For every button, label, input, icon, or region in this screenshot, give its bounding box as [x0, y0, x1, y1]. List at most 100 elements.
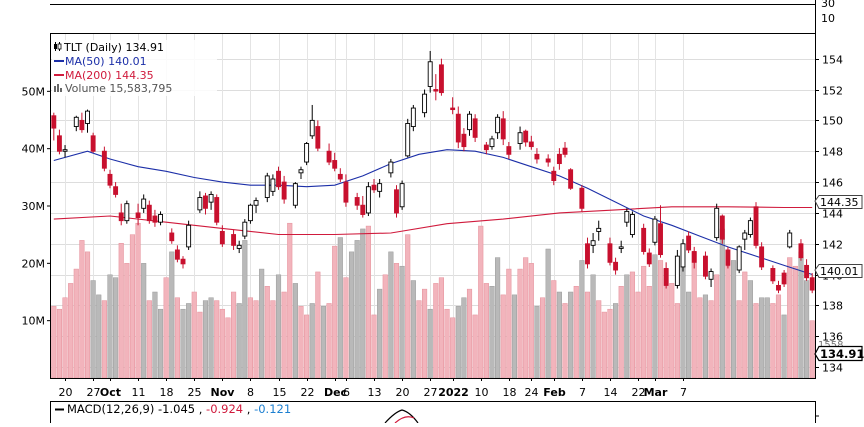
volume-bar — [169, 251, 175, 379]
volume-bar — [725, 265, 731, 379]
candle — [304, 141, 310, 166]
candle-body — [455, 113, 461, 143]
volume-bar — [792, 265, 798, 379]
candle-body — [113, 186, 119, 195]
volume-bar — [506, 268, 512, 379]
candle-body — [719, 215, 725, 240]
candle — [214, 194, 220, 226]
candle-body — [804, 264, 810, 279]
date-tick-label: 20 — [59, 386, 73, 399]
candle — [703, 251, 708, 280]
volume-bar — [450, 317, 456, 379]
candle — [90, 132, 96, 153]
volume-bar — [556, 291, 562, 379]
candle — [236, 240, 242, 254]
volume-bar — [208, 297, 214, 379]
candle — [455, 106, 461, 149]
candle-body — [472, 118, 478, 138]
candle-body — [158, 214, 163, 223]
candle-body — [646, 252, 652, 265]
volume-bar — [231, 291, 237, 379]
candle — [618, 240, 624, 254]
volume-bar — [472, 314, 478, 379]
candle — [798, 239, 804, 261]
volume-bar — [669, 283, 675, 379]
candle — [562, 141, 568, 158]
volume-bar — [613, 303, 619, 379]
candle-body — [208, 193, 214, 203]
candle — [495, 114, 501, 139]
candle-body — [231, 234, 237, 246]
candle — [208, 191, 214, 210]
volume-bar — [332, 245, 338, 379]
candle-body — [219, 231, 225, 245]
volume-axis: 10M 20M 30M 40M 50M — [22, 85, 51, 328]
date-tick-label: 13 — [368, 386, 382, 399]
candle-body — [394, 189, 399, 214]
volume-bar — [191, 291, 197, 379]
volume-bar — [545, 248, 551, 379]
candle-body — [680, 243, 686, 268]
candle-body — [332, 160, 338, 169]
candle — [433, 74, 439, 101]
volume-bar — [377, 288, 383, 379]
volume-bar — [84, 251, 91, 379]
candle-body — [506, 146, 512, 155]
candle-body — [427, 61, 433, 87]
volume-bar — [674, 303, 680, 379]
volume-bar — [416, 300, 422, 379]
volume-bar — [523, 257, 529, 379]
candle — [326, 143, 332, 166]
candle-body — [725, 249, 731, 266]
volume-bar — [495, 257, 501, 379]
volume-tick-label: 30M — [22, 200, 46, 213]
macd-panel: MACD(12,26,9) -1.045 , -0.924 , -0.121 — [50, 401, 819, 424]
candle — [641, 223, 647, 255]
volume-bar — [96, 294, 102, 379]
candle — [264, 172, 270, 203]
candle — [315, 120, 321, 152]
candle — [73, 115, 79, 132]
volume-bar — [478, 225, 484, 379]
candle-body — [309, 119, 315, 137]
candle — [652, 216, 658, 246]
volume-bar — [444, 308, 450, 379]
candle-body — [500, 118, 506, 140]
macd-prefix: MACD(12,26,9) — [67, 402, 154, 416]
candle — [337, 168, 343, 183]
volume-bar — [781, 314, 787, 379]
candle-body — [247, 204, 253, 222]
candle — [135, 203, 141, 226]
candle-body — [607, 243, 613, 263]
candle-body — [742, 232, 748, 240]
volume-bar — [365, 225, 371, 379]
date-tick-label: 2022 — [438, 386, 469, 399]
candle — [747, 217, 753, 238]
candle — [231, 229, 237, 250]
candle — [377, 179, 383, 198]
ma50-value-text: 140.01 — [820, 265, 859, 278]
volume-bar — [483, 283, 489, 379]
hidden-label-text: 1558 — [818, 340, 843, 351]
volume-bar — [163, 277, 169, 379]
candle-body — [62, 149, 68, 152]
candle-body — [489, 138, 495, 148]
candle-body — [337, 173, 343, 180]
candle-body — [523, 130, 529, 143]
candle-body — [51, 115, 57, 129]
candle-body — [776, 284, 781, 291]
volume-bar — [354, 240, 360, 379]
volume-tick-label: 10M — [22, 315, 46, 328]
candle — [56, 129, 62, 155]
date-tick-label: 27 — [424, 386, 438, 399]
candle-body — [495, 116, 501, 134]
candle — [590, 232, 596, 254]
candle-body — [85, 110, 90, 124]
candle-body — [663, 268, 669, 286]
volume-bar — [382, 274, 388, 379]
volume-bar — [343, 277, 349, 379]
candle — [388, 158, 394, 178]
volume-bar — [141, 263, 147, 379]
macd-value: -1.045 — [158, 402, 195, 416]
